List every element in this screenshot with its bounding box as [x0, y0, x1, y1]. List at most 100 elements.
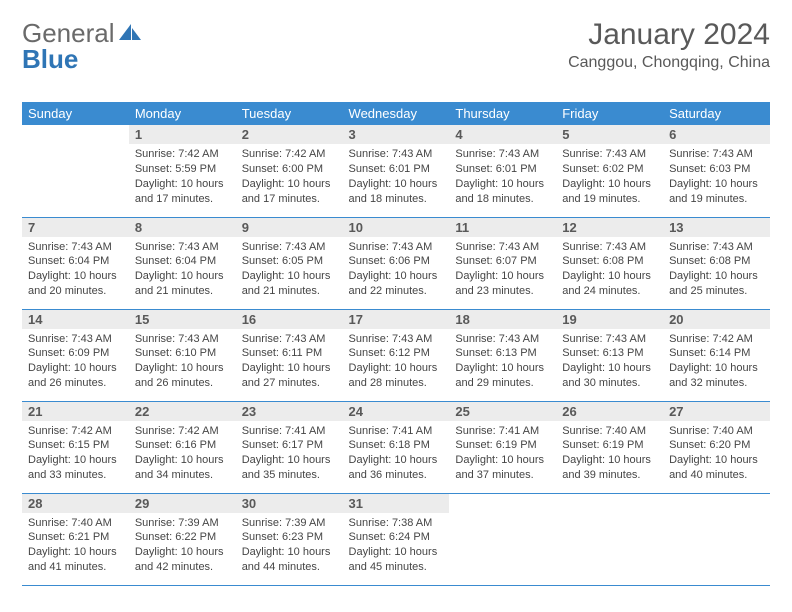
day-line: Sunset: 6:04 PM — [28, 254, 123, 269]
day-line: Sunset: 6:01 PM — [455, 162, 550, 177]
day-details: Sunrise: 7:43 AMSunset: 6:02 PMDaylight:… — [556, 144, 663, 210]
day-details: Sunrise: 7:41 AMSunset: 6:19 PMDaylight:… — [449, 421, 556, 487]
day-line: and 29 minutes. — [455, 376, 550, 391]
day-header-thu: Thursday — [449, 102, 556, 125]
day-line: and 28 minutes. — [349, 376, 444, 391]
day-number: 31 — [343, 494, 450, 513]
day-header-wed: Wednesday — [343, 102, 450, 125]
day-number: 30 — [236, 494, 343, 513]
day-cell: 2Sunrise: 7:42 AMSunset: 6:00 PMDaylight… — [236, 125, 343, 217]
day-line: Sunrise: 7:40 AM — [669, 424, 764, 439]
day-line: and 25 minutes. — [669, 284, 764, 299]
day-header-tue: Tuesday — [236, 102, 343, 125]
day-cell: 7Sunrise: 7:43 AMSunset: 6:04 PMDaylight… — [22, 217, 129, 309]
day-line: Daylight: 10 hours — [135, 361, 230, 376]
day-line: Sunset: 6:04 PM — [135, 254, 230, 269]
day-line: Sunset: 6:07 PM — [455, 254, 550, 269]
day-cell: 25Sunrise: 7:41 AMSunset: 6:19 PMDayligh… — [449, 401, 556, 493]
day-number: 24 — [343, 402, 450, 421]
day-line: Daylight: 10 hours — [135, 177, 230, 192]
day-line: Sunrise: 7:39 AM — [135, 516, 230, 531]
day-line: and 32 minutes. — [669, 376, 764, 391]
day-details: Sunrise: 7:43 AMSunset: 6:08 PMDaylight:… — [556, 237, 663, 303]
day-cell: 21Sunrise: 7:42 AMSunset: 6:15 PMDayligh… — [22, 401, 129, 493]
day-line: Sunrise: 7:43 AM — [349, 332, 444, 347]
day-line: Sunrise: 7:43 AM — [28, 240, 123, 255]
day-cell: 14Sunrise: 7:43 AMSunset: 6:09 PMDayligh… — [22, 309, 129, 401]
day-line: and 45 minutes. — [349, 560, 444, 575]
day-line: and 39 minutes. — [562, 468, 657, 483]
day-line: and 20 minutes. — [28, 284, 123, 299]
day-line: Daylight: 10 hours — [455, 177, 550, 192]
day-number: 11 — [449, 218, 556, 237]
day-cell: 10Sunrise: 7:43 AMSunset: 6:06 PMDayligh… — [343, 217, 450, 309]
day-details: Sunrise: 7:43 AMSunset: 6:04 PMDaylight:… — [22, 237, 129, 303]
day-line: Sunset: 6:05 PM — [242, 254, 337, 269]
day-line: Daylight: 10 hours — [349, 177, 444, 192]
day-line: Sunset: 6:00 PM — [242, 162, 337, 177]
day-line: and 34 minutes. — [135, 468, 230, 483]
day-line: and 40 minutes. — [669, 468, 764, 483]
day-line: Daylight: 10 hours — [135, 269, 230, 284]
day-number: 28 — [22, 494, 129, 513]
day-cell: 24Sunrise: 7:41 AMSunset: 6:18 PMDayligh… — [343, 401, 450, 493]
day-header-sun: Sunday — [22, 102, 129, 125]
day-number: 29 — [129, 494, 236, 513]
day-line: Sunset: 6:19 PM — [562, 438, 657, 453]
day-number: 22 — [129, 402, 236, 421]
day-line: Sunset: 6:03 PM — [669, 162, 764, 177]
day-number: 9 — [236, 218, 343, 237]
day-line: Sunrise: 7:43 AM — [455, 240, 550, 255]
week-row: 14Sunrise: 7:43 AMSunset: 6:09 PMDayligh… — [22, 309, 770, 401]
day-number: 2 — [236, 125, 343, 144]
day-line: Daylight: 10 hours — [562, 269, 657, 284]
day-line: and 21 minutes. — [242, 284, 337, 299]
day-line: Daylight: 10 hours — [455, 453, 550, 468]
day-number: 25 — [449, 402, 556, 421]
day-line: Sunrise: 7:42 AM — [28, 424, 123, 439]
day-line: Sunrise: 7:43 AM — [562, 332, 657, 347]
day-line: Daylight: 10 hours — [242, 177, 337, 192]
day-details: Sunrise: 7:42 AMSunset: 5:59 PMDaylight:… — [129, 144, 236, 210]
day-line: Sunrise: 7:43 AM — [562, 147, 657, 162]
day-number: 17 — [343, 310, 450, 329]
week-row: 21Sunrise: 7:42 AMSunset: 6:15 PMDayligh… — [22, 401, 770, 493]
day-details: Sunrise: 7:43 AMSunset: 6:07 PMDaylight:… — [449, 237, 556, 303]
day-line: and 41 minutes. — [28, 560, 123, 575]
day-number: 6 — [663, 125, 770, 144]
day-line: Sunset: 6:14 PM — [669, 346, 764, 361]
day-line: Sunrise: 7:39 AM — [242, 516, 337, 531]
day-line: and 27 minutes. — [242, 376, 337, 391]
day-line: Sunset: 6:10 PM — [135, 346, 230, 361]
day-details: Sunrise: 7:43 AMSunset: 6:06 PMDaylight:… — [343, 237, 450, 303]
day-cell: 5Sunrise: 7:43 AMSunset: 6:02 PMDaylight… — [556, 125, 663, 217]
day-number: 1 — [129, 125, 236, 144]
day-details: Sunrise: 7:42 AMSunset: 6:14 PMDaylight:… — [663, 329, 770, 395]
day-line: Sunset: 6:19 PM — [455, 438, 550, 453]
day-details: Sunrise: 7:43 AMSunset: 6:01 PMDaylight:… — [343, 144, 450, 210]
day-number: 3 — [343, 125, 450, 144]
day-line: Daylight: 10 hours — [242, 269, 337, 284]
day-line: Sunset: 6:21 PM — [28, 530, 123, 545]
day-details: Sunrise: 7:43 AMSunset: 6:03 PMDaylight:… — [663, 144, 770, 210]
day-number: 14 — [22, 310, 129, 329]
week-row: 28Sunrise: 7:40 AMSunset: 6:21 PMDayligh… — [22, 493, 770, 585]
day-cell: 18Sunrise: 7:43 AMSunset: 6:13 PMDayligh… — [449, 309, 556, 401]
day-details: Sunrise: 7:42 AMSunset: 6:15 PMDaylight:… — [22, 421, 129, 487]
day-cell: 19Sunrise: 7:43 AMSunset: 6:13 PMDayligh… — [556, 309, 663, 401]
day-cell: 29Sunrise: 7:39 AMSunset: 6:22 PMDayligh… — [129, 493, 236, 585]
day-cell — [556, 493, 663, 585]
day-line: Sunrise: 7:42 AM — [135, 147, 230, 162]
day-details: Sunrise: 7:43 AMSunset: 6:09 PMDaylight:… — [22, 329, 129, 395]
day-number: 12 — [556, 218, 663, 237]
day-line: Daylight: 10 hours — [669, 269, 764, 284]
day-line: Sunrise: 7:43 AM — [349, 240, 444, 255]
day-line: Sunset: 6:23 PM — [242, 530, 337, 545]
day-line: Daylight: 10 hours — [349, 545, 444, 560]
day-cell: 15Sunrise: 7:43 AMSunset: 6:10 PMDayligh… — [129, 309, 236, 401]
day-details — [22, 129, 129, 136]
day-cell: 3Sunrise: 7:43 AMSunset: 6:01 PMDaylight… — [343, 125, 450, 217]
day-line: Daylight: 10 hours — [669, 361, 764, 376]
day-number: 23 — [236, 402, 343, 421]
day-line: Sunrise: 7:41 AM — [455, 424, 550, 439]
